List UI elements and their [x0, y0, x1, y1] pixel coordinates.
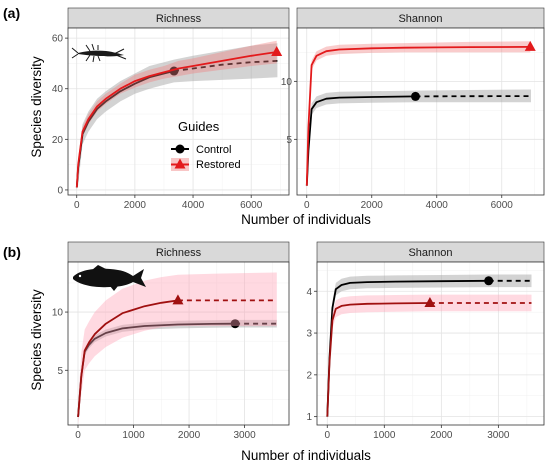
y-tick-label: 2	[306, 370, 312, 381]
x-tick-label: 4000	[426, 200, 449, 211]
y-tick-label: 10	[281, 77, 293, 88]
series-line-restored	[77, 299, 179, 417]
series-line-restored	[326, 302, 430, 417]
observed-point-restored	[424, 296, 436, 307]
x-axis-title-a: Number of individuals	[241, 212, 371, 227]
observed-point-restored	[172, 294, 184, 305]
x-tick-label: 6000	[491, 200, 514, 211]
facet-strip-label: Shannon	[398, 13, 442, 25]
observed-point-restored	[524, 40, 536, 51]
x-tick-label: 2000	[124, 200, 147, 211]
confidence-band-restored	[327, 294, 532, 421]
series-line-restored	[305, 46, 531, 186]
x-tick-label: 0	[304, 200, 310, 211]
panel-frame	[296, 27, 545, 196]
panel-a-shannon: Shannon 0 2000 4000 6000 5 10	[281, 7, 545, 211]
x-tick-label: 2000	[430, 430, 453, 441]
facet-strip-label: Richness	[156, 247, 202, 259]
observed-point-restored	[271, 46, 283, 57]
x-axis-title-b: Number of individuals	[241, 448, 371, 463]
panel-frame	[67, 261, 290, 426]
fish-icon	[73, 265, 146, 291]
y-tick-label: 40	[52, 84, 64, 95]
series-line-restored	[75, 51, 277, 188]
plot-background	[68, 262, 289, 425]
x-tick-label: 0	[75, 430, 81, 441]
panel-b-shannon: Shannon 0 1000 2000 3000 1 2 3 4	[306, 241, 545, 441]
y-tick-label: 4	[306, 287, 312, 298]
plot-background	[317, 262, 544, 425]
legend-title: Guides	[178, 119, 220, 134]
x-tick-label: 6000	[240, 200, 263, 211]
observed-point-control	[484, 276, 494, 286]
y-tick-label: 1	[306, 412, 312, 423]
x-tick-label: 4000	[182, 200, 205, 211]
y-tick-label: 0	[57, 185, 63, 196]
y-tick-label: 10	[52, 308, 64, 319]
series-line-control	[305, 95, 416, 186]
x-tick-label: 1000	[122, 430, 145, 441]
x-tick-label: 2000	[178, 430, 201, 441]
y-tick-label: 60	[52, 34, 64, 45]
panel-label-a: (a)	[3, 5, 20, 21]
insect-larva-icon	[71, 43, 127, 63]
extrapolation-line-control	[173, 60, 278, 72]
panel-a-richness: Richness 0 2000 4000 6000 0 20 40 60	[52, 7, 290, 211]
facet-strip-label: Richness	[156, 13, 202, 25]
y-tick-label: 5	[57, 366, 63, 377]
legend-key-restored	[171, 158, 189, 171]
x-tick-label: 0	[324, 430, 330, 441]
facet-strip-label: Shannon	[408, 247, 452, 259]
observed-point-control	[410, 91, 420, 101]
panel-label-b: (b)	[3, 244, 21, 260]
x-tick-label: 3000	[233, 430, 256, 441]
y-tick-label: 5	[286, 135, 292, 146]
panel-frame	[67, 27, 290, 196]
legend: Guides Control Restored	[171, 119, 241, 171]
y-tick-label: 20	[52, 135, 64, 146]
legend-key-control	[171, 144, 189, 154]
panel-b-richness: Richness 0 1000 2000 3000 5 10	[52, 241, 290, 441]
legend-label-control: Control	[196, 144, 231, 156]
legend-label-restored: Restored	[196, 159, 241, 171]
y-axis-title-a: Species diversity	[29, 56, 44, 158]
y-tick-label: 3	[306, 329, 312, 340]
confidence-band-control	[76, 43, 278, 190]
plot-background	[297, 28, 544, 195]
panel-frame	[316, 261, 545, 426]
y-axis-title-b: Species diversity	[29, 289, 44, 391]
x-tick-label: 0	[74, 200, 80, 211]
observed-point-control	[230, 319, 240, 329]
x-tick-label: 3000	[487, 430, 510, 441]
x-tick-label: 1000	[373, 430, 396, 441]
confidence-band-control	[327, 274, 532, 419]
x-tick-label: 2000	[361, 200, 384, 211]
